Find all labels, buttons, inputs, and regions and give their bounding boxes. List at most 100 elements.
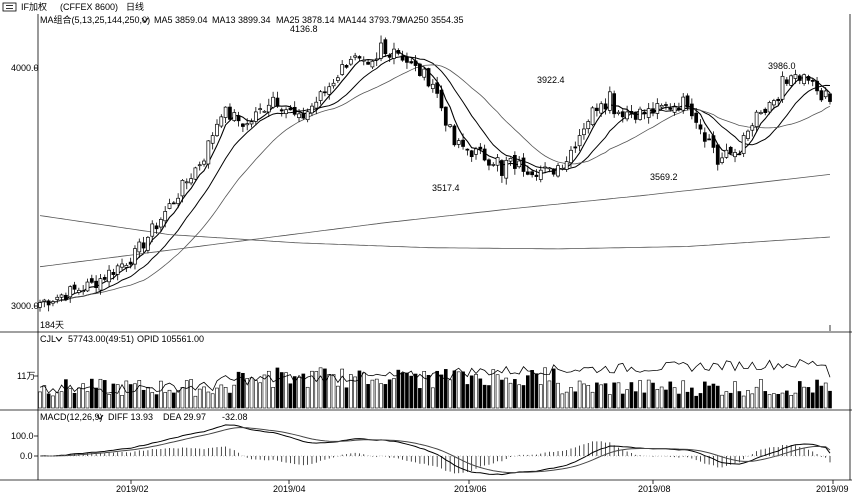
candle-body <box>595 108 598 111</box>
volume-bar <box>319 368 322 408</box>
volume-bar <box>375 379 378 408</box>
volume-bar <box>535 374 538 408</box>
volume-bar <box>777 394 780 408</box>
candle-body <box>617 112 620 113</box>
volume-bar <box>617 383 620 408</box>
candle-body <box>591 108 594 125</box>
symbol-code: (CFFEX 8600) <box>60 2 118 12</box>
volume-bar <box>500 380 503 408</box>
candle-body <box>397 50 400 53</box>
volume-bar <box>578 381 581 408</box>
candle-body <box>401 56 404 60</box>
volume-bar <box>198 389 201 408</box>
candle-body <box>729 147 732 153</box>
volume-bar <box>177 391 180 408</box>
volume-bar <box>431 388 434 408</box>
candle-body <box>466 149 469 150</box>
candle-body <box>164 211 167 220</box>
ma-legend-name: MA组合(5,13,25,144,250,0) <box>40 14 150 25</box>
candle-body <box>626 112 629 119</box>
candle-body <box>440 90 443 108</box>
volume-bar <box>764 391 767 408</box>
volume-bar <box>289 384 292 408</box>
candle-body <box>634 112 637 119</box>
low-label-3569: 3569.2 <box>650 172 678 182</box>
candle-body <box>470 151 473 157</box>
ma5-value: MA5 3859.04 <box>154 15 208 25</box>
moving-average-lines <box>40 51 830 302</box>
candle-body <box>613 94 616 114</box>
candle-body <box>742 135 745 153</box>
volume-bar <box>172 393 175 408</box>
volume-bar <box>315 371 318 408</box>
candle-body <box>682 97 685 110</box>
price-axis: 4000.0 3000.0 184天 <box>11 63 830 331</box>
volume-bar <box>470 376 473 408</box>
volume-bar <box>410 376 413 408</box>
volume-value: 57743.00(49:51) <box>68 334 134 344</box>
candle-body <box>332 83 335 86</box>
volume-legend-name: CJL <box>40 334 56 344</box>
candle-body <box>457 141 460 145</box>
menu-icon[interactable] <box>3 3 16 11</box>
volume-bar <box>367 384 370 408</box>
candle-body <box>509 158 512 161</box>
candle-body <box>768 102 771 112</box>
macd-indicator <box>40 425 830 475</box>
volume-bar <box>539 384 542 408</box>
macd-tick-0: 0.0 <box>20 451 33 461</box>
candle-body <box>699 125 702 129</box>
volume-bar <box>604 384 607 408</box>
volume-bar <box>557 383 560 408</box>
volume-bar <box>673 388 676 408</box>
candle-body <box>267 105 270 112</box>
panel-frame <box>0 14 852 480</box>
volume-bar <box>544 368 547 408</box>
candle-body <box>522 158 525 172</box>
chevron-down-icon[interactable] <box>56 337 62 341</box>
volume-bar <box>587 385 590 408</box>
candle-body <box>444 107 447 125</box>
candle-body <box>764 109 767 112</box>
volume-bar <box>345 388 348 408</box>
symbol-name: IF加权 <box>21 1 47 12</box>
ma13-value: MA13 3899.34 <box>212 15 271 25</box>
candle-body <box>112 272 115 274</box>
volume-bar <box>99 379 102 408</box>
candle-body <box>475 149 478 154</box>
candle-body <box>418 64 421 76</box>
candle-body <box>315 102 318 108</box>
volume-bar <box>142 390 145 408</box>
volume-bar <box>626 390 629 408</box>
candle-body <box>535 175 538 176</box>
volume-bar <box>95 388 98 408</box>
volume-bar <box>708 386 711 408</box>
candle-body <box>323 92 326 93</box>
volume-bar <box>392 378 395 408</box>
volume-bar <box>185 381 188 408</box>
volume-bar <box>233 385 236 408</box>
volume-bar <box>595 383 598 408</box>
candle-body <box>630 111 633 113</box>
peak-label-3922: 3922.4 <box>537 75 565 85</box>
volume-bar <box>751 394 754 408</box>
candle-body <box>621 112 624 117</box>
candle-body <box>794 75 797 79</box>
volume-bar <box>159 381 162 408</box>
volume-bar <box>621 394 624 408</box>
volume-bar <box>660 387 663 408</box>
volume-bar <box>77 388 80 408</box>
volume-bar <box>518 385 521 408</box>
candle-body <box>824 91 827 97</box>
volume-bar <box>721 395 724 408</box>
candle-body <box>578 136 581 146</box>
opid-line <box>40 360 830 394</box>
candle-body <box>552 170 555 175</box>
volume-bar <box>427 375 430 408</box>
candle-body <box>64 295 67 299</box>
candle-body <box>656 104 659 114</box>
candle-body <box>449 125 452 127</box>
candle-body <box>224 107 227 117</box>
candle-body <box>82 291 85 292</box>
volume-bar <box>548 381 551 408</box>
